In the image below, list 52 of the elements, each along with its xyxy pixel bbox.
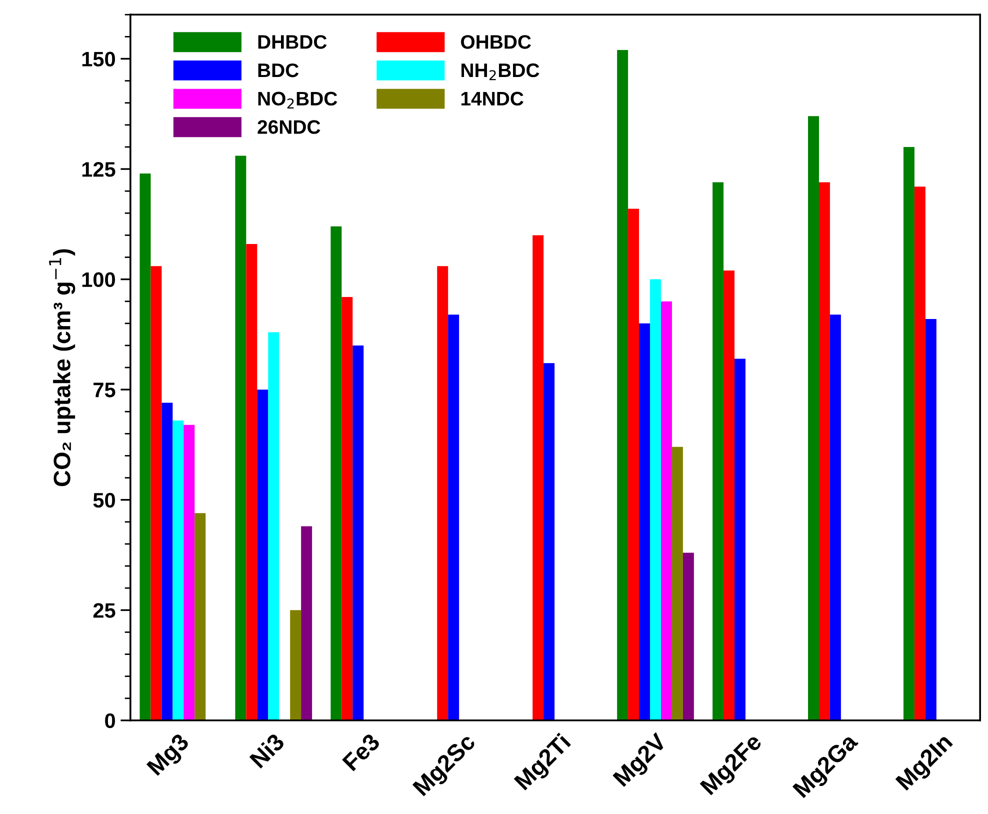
bar bbox=[184, 424, 195, 720]
legend-label: NO$_{2}$BDC bbox=[258, 92, 338, 109]
bar bbox=[903, 146, 914, 720]
bar bbox=[140, 173, 151, 720]
bar bbox=[672, 446, 683, 720]
x-tick-label: Ni3 bbox=[248, 732, 286, 769]
y-tick-label: 50 bbox=[93, 492, 115, 508]
bar bbox=[532, 235, 544, 720]
bar bbox=[925, 319, 936, 720]
bar bbox=[330, 226, 342, 720]
bar bbox=[342, 296, 353, 720]
x-tick-label: Fe3 bbox=[342, 732, 381, 772]
legend-label: BDC bbox=[258, 63, 299, 78]
bar bbox=[301, 526, 312, 720]
bar bbox=[617, 50, 628, 720]
bar bbox=[194, 513, 206, 720]
bar bbox=[660, 301, 672, 720]
bar bbox=[830, 314, 841, 720]
bar bbox=[290, 610, 302, 720]
bar bbox=[352, 345, 364, 720]
legend-label: 26NDC bbox=[258, 120, 320, 134]
y-tick-label: 100 bbox=[82, 272, 115, 288]
bar bbox=[650, 279, 661, 720]
bar bbox=[150, 266, 162, 720]
bar bbox=[268, 332, 280, 720]
bar bbox=[734, 358, 746, 720]
y-tick-label: 25 bbox=[93, 603, 116, 618]
bar bbox=[448, 314, 460, 720]
legend-label: OHBDC bbox=[461, 35, 531, 49]
y-tick-label: 150 bbox=[82, 52, 115, 67]
y-tick-label: 125 bbox=[82, 162, 116, 177]
legend-label: 14NDC bbox=[461, 92, 524, 106]
bar bbox=[712, 182, 724, 720]
bar bbox=[808, 116, 819, 720]
bar bbox=[162, 402, 173, 720]
bar bbox=[628, 208, 640, 720]
legend-label: NH$_{2}$BDC bbox=[462, 63, 540, 80]
bar bbox=[246, 244, 258, 720]
bar bbox=[724, 270, 734, 720]
bar bbox=[257, 390, 268, 720]
bar bbox=[914, 186, 926, 720]
legend-label: DHBDC bbox=[258, 35, 327, 49]
bar bbox=[639, 323, 650, 720]
bar bbox=[544, 363, 555, 720]
bar bbox=[818, 182, 830, 720]
bar bbox=[437, 266, 448, 720]
y-axis-title: CO₂ uptake (cm³ g$^{−1}$) bbox=[49, 249, 76, 486]
bar bbox=[172, 420, 184, 720]
bar bbox=[682, 552, 694, 720]
bar bbox=[235, 156, 246, 720]
y-tick-label: 75 bbox=[94, 382, 116, 398]
y-tick-label: 0 bbox=[105, 713, 115, 728]
